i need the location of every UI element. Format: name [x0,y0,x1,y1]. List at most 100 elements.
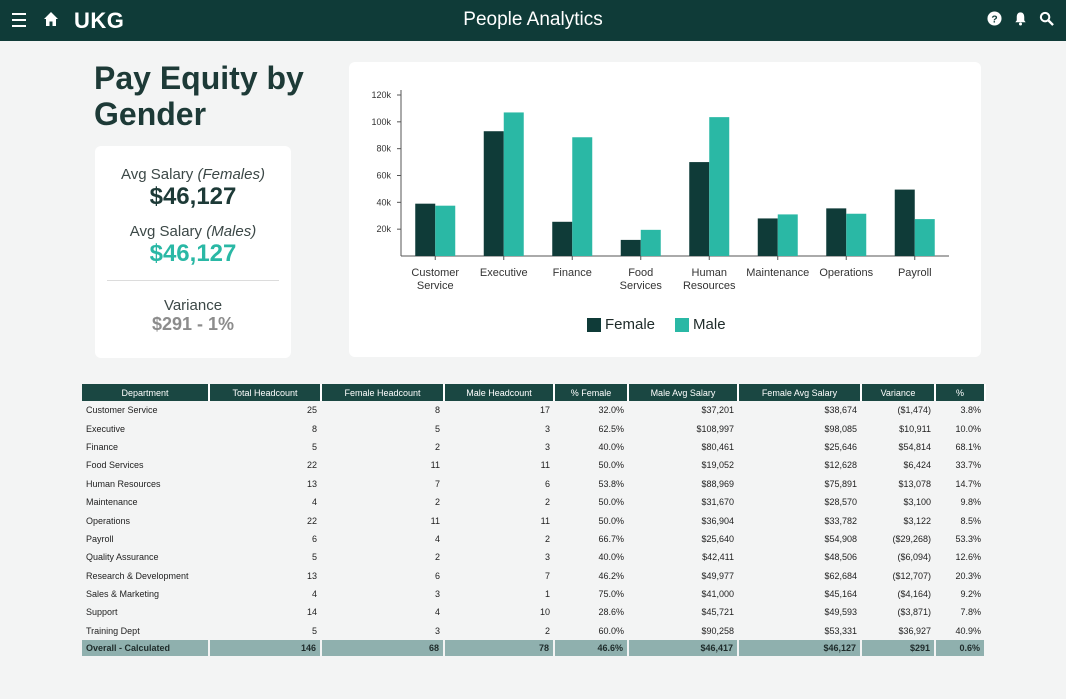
table-cell: $33,782 [824,515,857,526]
table-cell: $48,506 [824,552,857,563]
ukg-logo[interactable]: UKG [74,8,125,33]
table-cell: 4 [311,589,317,600]
table-cell: Food Services [86,460,144,471]
table-cell: $41,000 [701,589,734,600]
table-total-row: Overall - Calculated 146 68 78 46.6% $46,417 $… [82,640,986,657]
table-cell: $90,258 [701,625,734,636]
avg-salary-males-label: Avg Salary (Males) [129,223,257,240]
column-header[interactable]: Total Headcount [209,384,322,401]
bar-male [709,117,730,256]
table-cell: 11 [540,515,550,526]
column-header[interactable]: Variance [861,384,936,401]
hamburger-menu-icon[interactable] [12,13,26,27]
table-cell: 53.8% [598,478,624,489]
table-cell: 4 [434,533,440,544]
bar-male [435,205,456,256]
table-row: Human Resources 13 7 6 53.8% $88,969 $75,891 $1… [82,475,985,493]
bar-female [483,131,504,256]
bar-male [914,219,935,256]
table-cell: 8 [311,423,317,434]
table-row: Customer Service 25 8 17 32.0% $37,201 $38,674… [82,401,985,419]
table-cell: $98,085 [824,423,857,434]
table-cell: 3 [434,625,440,636]
table-cell: 4 [311,497,317,508]
legend-female[interactable]: Female [587,316,655,333]
bar-female [826,208,847,256]
table-cell: $49,977 [701,570,734,581]
total-cell: $46,417 [628,640,739,657]
table-cell: $25,640 [701,533,734,544]
table-cell: 2 [434,441,440,452]
table-cell: ($29,268) [892,533,931,544]
table-cell: 40.0% [598,441,624,452]
table-cell: $19,052 [701,460,734,471]
salary-summary-card: Avg Salary (Females) $46,127 Avg Salary … [95,146,291,358]
column-header[interactable]: Male Avg Salary [628,384,739,401]
table-cell: $13,078 [898,478,931,489]
total-cell: $291 [861,640,936,657]
search-icon[interactable] [1038,10,1054,26]
y-tick-label: 80k [376,144,391,154]
y-tick-label: 100k [371,117,391,127]
table-cell: ($12,707) [892,570,931,581]
table-cell: 2 [544,497,550,508]
help-icon[interactable]: ? [986,10,1002,26]
table-cell: 25 [306,405,317,416]
total-cell: 68 [321,640,445,657]
column-header[interactable]: % Female [554,384,629,401]
table-cell: 2 [544,625,550,636]
bar-male [640,229,661,256]
table-cell: $42,411 [702,552,734,563]
table-cell: $6,424 [903,460,931,471]
x-tick-label: Payroll [898,267,932,279]
notification-bell-icon[interactable] [1012,10,1028,26]
table-cell: $53,331 [824,625,857,636]
table-row: Payroll 6 4 2 66.7% $25,640 $54,908 ($29,268) 53… [82,530,985,548]
table-cell: 11 [540,460,550,471]
legend-male-swatch [675,317,690,332]
table-cell: 75.0% [598,589,624,600]
column-header[interactable]: % [935,384,986,401]
table-cell: Quality Assurance [86,552,159,563]
y-tick-label: 20k [376,224,391,234]
table-cell: 20.3% [955,570,981,581]
table-cell: Training Dept [86,625,140,636]
y-tick-label: 40k [376,197,391,207]
table-cell: $62,684 [824,570,857,581]
table-cell: Operations [86,515,131,526]
table-cell: 3 [544,441,550,452]
table-cell: 3 [544,552,550,563]
bar-female [552,221,573,256]
table-cell: 9.2% [960,589,981,600]
legend-female-swatch [587,317,601,332]
table-cell: 5 [311,625,317,636]
legend-male[interactable]: Male [675,316,726,333]
table-row: Food Services 22 11 11 50.0% $19,052 $12,628 $6… [82,456,985,474]
table-cell: $80,461 [701,441,734,452]
chart-plot: 20k 40k 60k 80k 100k 120k Customer Service Execu… [371,90,949,292]
table-cell: 8.5% [960,515,981,526]
table-cell: 66.7% [598,533,624,544]
table-cell: 5 [434,423,440,434]
table-cell: 13 [306,478,317,489]
home-icon[interactable] [43,11,59,32]
table-row: Research & Development 13 6 7 46.2% $49,977 $6… [82,567,985,585]
x-tick-label: Customer Service [411,267,459,292]
table-cell: ($6,094) [897,552,931,563]
top-bar: UKG People Analytics ? [0,0,1066,41]
column-header[interactable]: Female Avg Salary [738,384,862,401]
page-title: Pay Equity by Gender [94,60,304,132]
column-header[interactable]: Department [82,384,210,401]
table-cell: 3 [544,423,550,434]
table-cell: $49,593 [824,607,857,618]
table-cell: 13 [306,570,317,581]
total-cell: 46.6% [554,640,629,657]
column-header[interactable]: Male Headcount [444,384,555,401]
total-cell: 78 [444,640,555,657]
table-cell: $37,201 [701,405,734,416]
column-header[interactable]: Female Headcount [321,384,445,401]
table-cell: 40.9% [955,625,981,636]
table-cell: $3,122 [903,515,931,526]
total-cell: 0.6% [935,640,986,657]
variance-value: $291 - 1% [151,314,235,334]
